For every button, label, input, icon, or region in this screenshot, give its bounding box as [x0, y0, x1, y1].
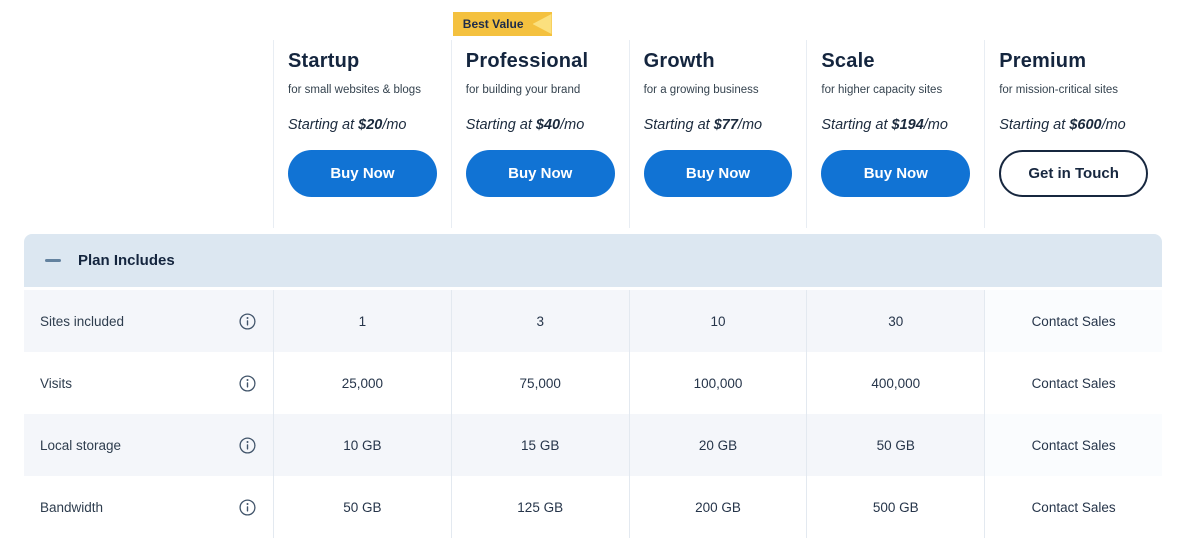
ribbon-fold-icon	[532, 14, 552, 34]
feature-value: 50 GB	[273, 476, 451, 538]
feature-row-local-storage: Local storage 10 GB 15 GB 20 GB 50 GB Co…	[24, 414, 1162, 476]
pricing-table: Startup for small websites & blogs Start…	[24, 0, 1162, 538]
plan-column-scale: Scale for higher capacity sites Starting…	[806, 40, 984, 228]
price-suffix: /mo	[1101, 117, 1126, 133]
plan-name: Scale	[821, 50, 875, 72]
buy-now-button-scale[interactable]: Buy Now	[821, 150, 971, 197]
feature-value: 10 GB	[273, 414, 451, 476]
price-amount: $194	[891, 117, 924, 133]
feature-value: 20 GB	[628, 414, 807, 476]
info-icon[interactable]	[239, 374, 256, 392]
feature-value: 500 GB	[806, 476, 984, 538]
feature-value: 400,000	[806, 352, 984, 414]
feature-value: 30	[806, 290, 984, 352]
plan-column-premium: Premium for mission-critical sites Start…	[984, 40, 1162, 228]
feature-label-cell: Visits	[24, 352, 273, 414]
feature-label-cell: Local storage	[24, 414, 273, 476]
price-prefix: Starting at	[643, 117, 714, 133]
price-prefix: Starting at	[288, 117, 359, 133]
feature-value: 25,000	[273, 352, 451, 414]
buy-now-button-startup[interactable]: Buy Now	[288, 150, 437, 197]
best-value-badge: Best Value	[452, 12, 552, 36]
plan-column-growth: Growth for a growing business Starting a…	[628, 40, 807, 228]
header-spacer	[24, 40, 273, 228]
price-suffix: /mo	[923, 117, 948, 133]
price-amount: $77	[713, 117, 738, 133]
buy-now-button-professional[interactable]: Buy Now	[465, 150, 615, 197]
info-icon[interactable]	[239, 312, 256, 330]
feature-label: Sites included	[40, 313, 125, 329]
price-amount: $20	[358, 117, 383, 133]
info-icon[interactable]	[239, 498, 256, 516]
plan-tagline: for higher capacity sites	[821, 84, 943, 96]
feature-row-visits: Visits 25,000 75,000 100,000 400,000 Con…	[24, 352, 1162, 414]
plan-includes-section-header[interactable]: Plan Includes	[24, 234, 1162, 287]
plan-name: Premium	[999, 50, 1087, 72]
plan-name: Startup	[288, 50, 360, 72]
section-title: Plan Includes	[78, 252, 175, 269]
plan-name: Professional	[465, 50, 589, 72]
plan-column-startup: Startup for small websites & blogs Start…	[273, 40, 451, 228]
feature-row-sites-included: Sites included 1 3 10 30 Contact Sales	[24, 290, 1162, 352]
feature-label: Local storage	[40, 437, 122, 453]
feature-label-cell: Sites included	[24, 290, 273, 352]
feature-value: 200 GB	[628, 476, 807, 538]
plan-name: Growth	[643, 50, 715, 72]
feature-value: 100,000	[628, 352, 807, 414]
best-value-badge-label: Best Value	[462, 17, 524, 31]
info-icon[interactable]	[239, 436, 256, 454]
feature-value: 125 GB	[450, 476, 629, 538]
feature-label-cell: Bandwidth	[24, 476, 273, 538]
price-prefix: Starting at	[821, 117, 892, 133]
plan-tagline: for a growing business	[643, 84, 759, 96]
plan-price: Starting at $194/mo	[821, 117, 970, 133]
feature-value: 1	[273, 290, 451, 352]
buy-now-button-growth[interactable]: Buy Now	[643, 150, 793, 197]
price-prefix: Starting at	[465, 117, 536, 133]
get-in-touch-button-premium[interactable]: Get in Touch	[999, 150, 1148, 197]
plan-header-row: Startup for small websites & blogs Start…	[24, 0, 1162, 228]
price-suffix: /mo	[560, 117, 585, 133]
feature-label: Bandwidth	[40, 499, 104, 515]
price-suffix: /mo	[382, 117, 407, 133]
price-amount: $600	[1069, 117, 1102, 133]
plan-price: Starting at $600/mo	[999, 117, 1148, 133]
feature-value: Contact Sales	[984, 290, 1162, 352]
price-suffix: /mo	[737, 117, 763, 133]
plan-column-professional: Best Value Professional for building you…	[450, 12, 629, 228]
feature-value: Contact Sales	[984, 352, 1162, 414]
feature-value: 10	[628, 290, 807, 352]
plan-tagline: for mission-critical sites	[999, 84, 1119, 96]
feature-label: Visits	[40, 375, 73, 391]
price-prefix: Starting at	[999, 117, 1070, 133]
plan-price: Starting at $77/mo	[644, 117, 793, 133]
plan-price: Starting at $40/mo	[466, 117, 615, 133]
feature-value: 15 GB	[450, 414, 629, 476]
plan-tagline: for small websites & blogs	[288, 84, 421, 96]
feature-value: 75,000	[450, 352, 629, 414]
feature-value: Contact Sales	[984, 476, 1162, 538]
plan-price: Starting at $20/mo	[288, 117, 437, 133]
feature-row-bandwidth: Bandwidth 50 GB 125 GB 200 GB 500 GB Con…	[24, 476, 1162, 538]
feature-value: 50 GB	[806, 414, 984, 476]
feature-value: 3	[450, 290, 629, 352]
price-amount: $40	[535, 117, 561, 133]
feature-value: Contact Sales	[984, 414, 1162, 476]
collapse-minus-icon[interactable]	[45, 259, 61, 262]
plan-tagline: for building your brand	[465, 84, 581, 96]
